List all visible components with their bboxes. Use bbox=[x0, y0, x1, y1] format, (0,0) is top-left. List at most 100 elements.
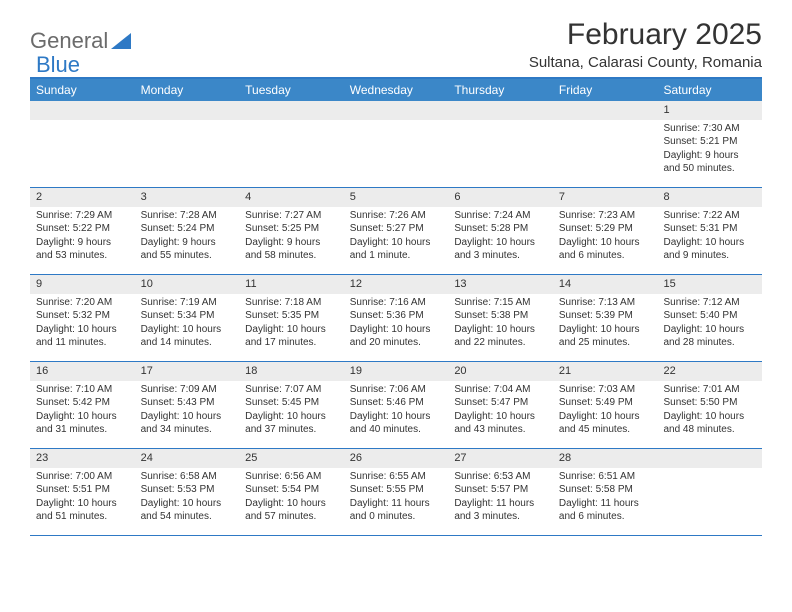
sunrise-text: Sunrise: 7:28 AM bbox=[141, 209, 234, 223]
sunset-text: Sunset: 5:42 PM bbox=[36, 396, 129, 410]
day-body: Sunrise: 7:06 AMSunset: 5:46 PMDaylight:… bbox=[344, 381, 449, 441]
dow-mon: Monday bbox=[135, 79, 240, 101]
day-cell: 2Sunrise: 7:29 AMSunset: 5:22 PMDaylight… bbox=[30, 188, 135, 274]
day-number: 7 bbox=[553, 188, 658, 207]
day-body: Sunrise: 7:28 AMSunset: 5:24 PMDaylight:… bbox=[135, 207, 240, 267]
logo-text-general: General bbox=[30, 28, 108, 54]
day-cell bbox=[344, 101, 449, 187]
day-number: 27 bbox=[448, 449, 553, 468]
sunrise-text: Sunrise: 6:58 AM bbox=[141, 470, 234, 484]
day-cell: 20Sunrise: 7:04 AMSunset: 5:47 PMDayligh… bbox=[448, 362, 553, 448]
daylight-text: Daylight: 10 hours and 1 minute. bbox=[350, 236, 443, 263]
day-body: Sunrise: 7:22 AMSunset: 5:31 PMDaylight:… bbox=[657, 207, 762, 267]
sunrise-text: Sunrise: 7:29 AM bbox=[36, 209, 129, 223]
daylight-text: Daylight: 10 hours and 37 minutes. bbox=[245, 410, 338, 437]
logo-text-blue: Blue bbox=[36, 52, 80, 78]
day-number: 14 bbox=[553, 275, 658, 294]
dow-tue: Tuesday bbox=[239, 79, 344, 101]
daylight-text: Daylight: 10 hours and 40 minutes. bbox=[350, 410, 443, 437]
daylight-text: Daylight: 9 hours and 50 minutes. bbox=[663, 149, 756, 176]
day-body: Sunrise: 7:12 AMSunset: 5:40 PMDaylight:… bbox=[657, 294, 762, 354]
day-cell: 16Sunrise: 7:10 AMSunset: 5:42 PMDayligh… bbox=[30, 362, 135, 448]
sunset-text: Sunset: 5:58 PM bbox=[559, 483, 652, 497]
sunrise-text: Sunrise: 7:27 AM bbox=[245, 209, 338, 223]
sunset-text: Sunset: 5:34 PM bbox=[141, 309, 234, 323]
day-cell: 19Sunrise: 7:06 AMSunset: 5:46 PMDayligh… bbox=[344, 362, 449, 448]
sunrise-text: Sunrise: 7:07 AM bbox=[245, 383, 338, 397]
sunrise-text: Sunrise: 7:30 AM bbox=[663, 122, 756, 136]
day-number: 28 bbox=[553, 449, 658, 468]
day-cell: 11Sunrise: 7:18 AMSunset: 5:35 PMDayligh… bbox=[239, 275, 344, 361]
location-text: Sultana, Calarasi County, Romania bbox=[529, 54, 762, 71]
day-body: Sunrise: 7:07 AMSunset: 5:45 PMDaylight:… bbox=[239, 381, 344, 441]
day-number bbox=[344, 101, 449, 120]
sunrise-text: Sunrise: 7:22 AM bbox=[663, 209, 756, 223]
sunset-text: Sunset: 5:38 PM bbox=[454, 309, 547, 323]
day-number bbox=[553, 101, 658, 120]
dow-row: Sunday Monday Tuesday Wednesday Thursday… bbox=[30, 79, 762, 101]
day-cell bbox=[657, 449, 762, 535]
dow-fri: Friday bbox=[553, 79, 658, 101]
sunset-text: Sunset: 5:55 PM bbox=[350, 483, 443, 497]
sunrise-text: Sunrise: 6:56 AM bbox=[245, 470, 338, 484]
day-number: 17 bbox=[135, 362, 240, 381]
daylight-text: Daylight: 10 hours and 3 minutes. bbox=[454, 236, 547, 263]
day-body: Sunrise: 7:24 AMSunset: 5:28 PMDaylight:… bbox=[448, 207, 553, 267]
day-cell: 12Sunrise: 7:16 AMSunset: 5:36 PMDayligh… bbox=[344, 275, 449, 361]
daylight-text: Daylight: 10 hours and 45 minutes. bbox=[559, 410, 652, 437]
day-cell: 17Sunrise: 7:09 AMSunset: 5:43 PMDayligh… bbox=[135, 362, 240, 448]
day-body bbox=[135, 120, 240, 126]
day-cell: 5Sunrise: 7:26 AMSunset: 5:27 PMDaylight… bbox=[344, 188, 449, 274]
daylight-text: Daylight: 10 hours and 6 minutes. bbox=[559, 236, 652, 263]
daylight-text: Daylight: 11 hours and 6 minutes. bbox=[559, 497, 652, 524]
daylight-text: Daylight: 10 hours and 51 minutes. bbox=[36, 497, 129, 524]
daylight-text: Daylight: 10 hours and 28 minutes. bbox=[663, 323, 756, 350]
day-body: Sunrise: 7:16 AMSunset: 5:36 PMDaylight:… bbox=[344, 294, 449, 354]
sunrise-text: Sunrise: 7:23 AM bbox=[559, 209, 652, 223]
daylight-text: Daylight: 10 hours and 11 minutes. bbox=[36, 323, 129, 350]
daylight-text: Daylight: 10 hours and 34 minutes. bbox=[141, 410, 234, 437]
daylight-text: Daylight: 10 hours and 43 minutes. bbox=[454, 410, 547, 437]
sunset-text: Sunset: 5:25 PM bbox=[245, 222, 338, 236]
day-cell: 10Sunrise: 7:19 AMSunset: 5:34 PMDayligh… bbox=[135, 275, 240, 361]
day-cell: 4Sunrise: 7:27 AMSunset: 5:25 PMDaylight… bbox=[239, 188, 344, 274]
day-cell: 15Sunrise: 7:12 AMSunset: 5:40 PMDayligh… bbox=[657, 275, 762, 361]
sunset-text: Sunset: 5:31 PM bbox=[663, 222, 756, 236]
day-number: 10 bbox=[135, 275, 240, 294]
day-body: Sunrise: 7:20 AMSunset: 5:32 PMDaylight:… bbox=[30, 294, 135, 354]
day-number: 9 bbox=[30, 275, 135, 294]
day-number bbox=[657, 449, 762, 468]
dow-thu: Thursday bbox=[448, 79, 553, 101]
day-body: Sunrise: 7:29 AMSunset: 5:22 PMDaylight:… bbox=[30, 207, 135, 267]
day-number: 1 bbox=[657, 101, 762, 120]
sunrise-text: Sunrise: 6:53 AM bbox=[454, 470, 547, 484]
day-number: 20 bbox=[448, 362, 553, 381]
day-cell: 7Sunrise: 7:23 AMSunset: 5:29 PMDaylight… bbox=[553, 188, 658, 274]
calendar: Sunday Monday Tuesday Wednesday Thursday… bbox=[30, 77, 762, 536]
sunrise-text: Sunrise: 7:03 AM bbox=[559, 383, 652, 397]
sunset-text: Sunset: 5:47 PM bbox=[454, 396, 547, 410]
sunset-text: Sunset: 5:54 PM bbox=[245, 483, 338, 497]
daylight-text: Daylight: 10 hours and 22 minutes. bbox=[454, 323, 547, 350]
day-body bbox=[344, 120, 449, 126]
day-cell: 13Sunrise: 7:15 AMSunset: 5:38 PMDayligh… bbox=[448, 275, 553, 361]
day-cell: 28Sunrise: 6:51 AMSunset: 5:58 PMDayligh… bbox=[553, 449, 658, 535]
sunrise-text: Sunrise: 7:18 AM bbox=[245, 296, 338, 310]
sunset-text: Sunset: 5:36 PM bbox=[350, 309, 443, 323]
day-number bbox=[239, 101, 344, 120]
daylight-text: Daylight: 10 hours and 14 minutes. bbox=[141, 323, 234, 350]
day-number: 25 bbox=[239, 449, 344, 468]
day-body: Sunrise: 6:55 AMSunset: 5:55 PMDaylight:… bbox=[344, 468, 449, 528]
daylight-text: Daylight: 10 hours and 9 minutes. bbox=[663, 236, 756, 263]
sunset-text: Sunset: 5:45 PM bbox=[245, 396, 338, 410]
header-row: General February 2025 Sultana, Calarasi … bbox=[30, 18, 762, 71]
day-number: 19 bbox=[344, 362, 449, 381]
day-number: 24 bbox=[135, 449, 240, 468]
day-number: 26 bbox=[344, 449, 449, 468]
day-body bbox=[30, 120, 135, 126]
day-number bbox=[30, 101, 135, 120]
day-number: 13 bbox=[448, 275, 553, 294]
dow-wed: Wednesday bbox=[344, 79, 449, 101]
sunset-text: Sunset: 5:53 PM bbox=[141, 483, 234, 497]
day-cell bbox=[135, 101, 240, 187]
